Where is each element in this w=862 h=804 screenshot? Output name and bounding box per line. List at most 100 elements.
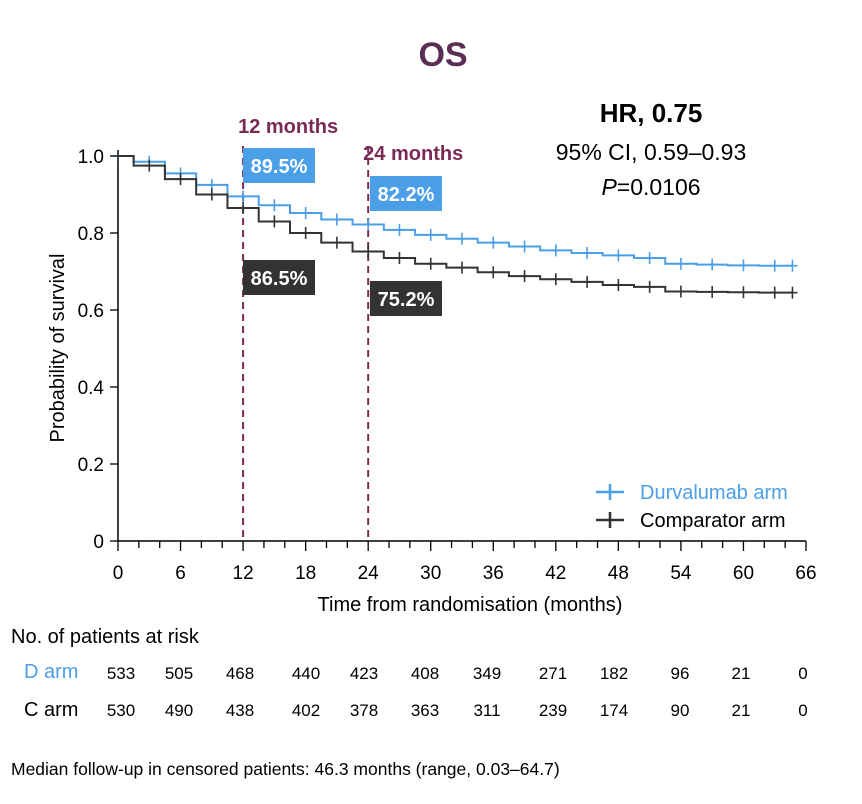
durvalumab-point	[394, 223, 405, 236]
p-number: =0.0106	[617, 174, 701, 200]
confidence-interval: 95% CI, 0.59–0.93	[556, 139, 747, 165]
risk-value: 174	[600, 701, 628, 720]
value-label-d-24: 82.2%	[370, 176, 442, 211]
durvalumab-legend-label: Durvalumab arm	[640, 482, 788, 504]
value-label-c-24: 75.2%	[370, 281, 442, 316]
risk-row-label-d: D arm	[24, 661, 78, 683]
risk-value: 311	[473, 701, 500, 720]
comparator-point	[425, 257, 436, 270]
x-tick-label: 48	[608, 563, 629, 584]
durvalumab-point	[269, 199, 280, 212]
svg-text:86.5%: 86.5%	[251, 268, 308, 290]
durvalumab-point	[457, 232, 467, 245]
durvalumab-point	[707, 258, 718, 271]
comparator-point	[488, 266, 499, 279]
x-tick-label: 24	[358, 563, 380, 584]
comparator-point	[363, 245, 374, 258]
durvalumab-point	[613, 249, 624, 262]
comparator-point	[175, 173, 186, 186]
durvalumab-point	[488, 236, 499, 249]
risk-value: 533	[107, 664, 135, 683]
legend-item-comparator: Comparator arm	[596, 510, 786, 532]
comparator-point	[113, 150, 123, 162]
p-value: P=0.0106	[601, 174, 700, 200]
hazard-ratio: HR, 0.75	[600, 98, 703, 128]
risk-value: 402	[292, 701, 320, 720]
comparator-point	[613, 278, 624, 291]
axes: 0 6 12 18 24 30 36 42 48 54 60 66 0 0.2 0.4 0.6 0.8 1.0	[78, 147, 817, 584]
risk-value: 21	[732, 701, 751, 720]
risk-value: 530	[107, 701, 135, 720]
svg-text:75.2%: 75.2%	[378, 289, 435, 311]
durvalumab-point	[582, 247, 593, 260]
risk-table: No. of patients at risk D arm C arm 533 5…	[11, 626, 808, 721]
durvalumab-point	[675, 257, 686, 270]
durvalumab-point	[787, 259, 798, 272]
comparator-point	[144, 159, 155, 172]
x-axis-label: Time from randomisation (months)	[318, 594, 623, 616]
risk-value: 0	[798, 701, 807, 720]
durvalumab-point	[769, 259, 780, 272]
value-label-d-12: 89.5%	[243, 148, 315, 183]
y-tick-label: 0.8	[78, 224, 104, 245]
risk-value: 423	[350, 664, 378, 683]
x-tick-label: 60	[733, 563, 754, 584]
y-tick-label: 0	[93, 532, 104, 553]
x-tick-label: 36	[483, 563, 504, 584]
durvalumab-point	[331, 213, 342, 226]
comparator-point	[206, 188, 217, 201]
comparator-point	[787, 286, 798, 299]
durvalumab-point	[550, 244, 561, 257]
durvalumab-point	[300, 206, 311, 219]
y-tick-label: 0.6	[78, 301, 104, 322]
survival-curves	[113, 150, 798, 299]
p-symbol: P	[601, 174, 617, 200]
durvalumab-point	[425, 228, 436, 241]
vline-label: 24 months	[363, 143, 463, 165]
x-tick-label: 18	[295, 563, 316, 584]
comparator-point	[238, 201, 249, 214]
x-tick-label: 42	[545, 563, 566, 584]
risk-value: 90	[671, 701, 690, 720]
x-tick-label: 0	[113, 563, 124, 584]
x-tick-label: 12	[233, 563, 254, 584]
comparator-point	[675, 285, 686, 298]
risk-value: 21	[732, 664, 751, 683]
value-label-c-12: 86.5%	[243, 260, 315, 295]
risk-value: 349	[473, 664, 501, 683]
comparator-point	[738, 286, 749, 299]
risk-value: 468	[226, 664, 254, 683]
risk-values: 533 505 468 440 423 408 349 271 182 96 21 0 530 490 43…	[107, 664, 808, 720]
comparator-point	[769, 286, 780, 299]
risk-table-title: No. of patients at risk	[11, 626, 200, 648]
y-tick-label: 1.0	[78, 147, 104, 168]
risk-value: 0	[798, 664, 807, 683]
durvalumab-point	[519, 240, 530, 253]
point-labels: 89.5% 82.2% 86.5% 75.2%	[243, 148, 442, 316]
comparator-point	[394, 252, 405, 265]
x-tick-label: 6	[175, 563, 186, 584]
svg-text:82.2%: 82.2%	[378, 184, 435, 206]
legend: Durvalumab arm Comparator arm	[596, 482, 788, 532]
comparator-legend-label: Comparator arm	[640, 510, 786, 532]
durvalumab-curve	[118, 155, 793, 267]
comparator-point	[707, 285, 718, 298]
x-tick-label: 54	[670, 563, 692, 584]
risk-value: 490	[165, 701, 193, 720]
comparator-point	[457, 261, 467, 274]
risk-value: 408	[411, 664, 439, 683]
svg-text:89.5%: 89.5%	[251, 156, 308, 178]
comparator-point	[582, 275, 593, 288]
vline-label: 12 months	[238, 116, 338, 138]
risk-value: 440	[292, 664, 320, 683]
comparator-point	[644, 280, 655, 293]
comparator-point	[269, 215, 280, 228]
risk-value: 182	[600, 664, 628, 683]
risk-value: 96	[671, 664, 690, 683]
comparator-point	[519, 270, 530, 283]
risk-value: 505	[165, 664, 193, 683]
durvalumab-point	[738, 259, 749, 272]
comparator-point	[550, 273, 561, 286]
durvalumab-point	[363, 218, 374, 231]
